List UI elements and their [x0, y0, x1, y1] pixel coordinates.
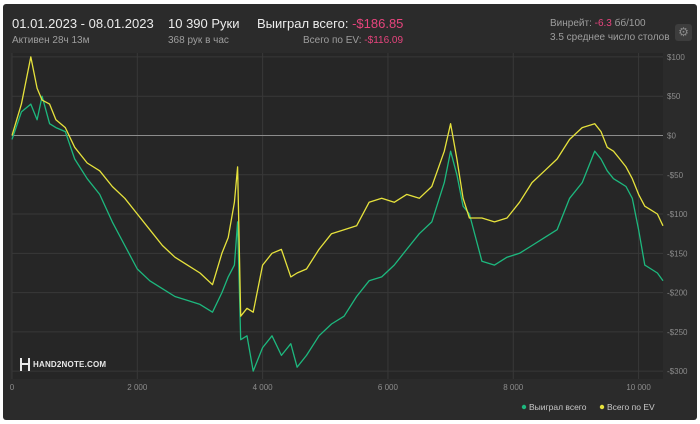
line-chart: $100 $50 $0 -$50 -$100 -$150 -$200 -$250 -$300 0 2…	[10, 53, 688, 412]
ev-value: -$116.09	[364, 35, 404, 46]
y-tick-label: -$200	[667, 289, 688, 298]
won-total: Выиграл всего: -$186.85	[257, 16, 403, 31]
winrate-unit: бб/100	[614, 18, 646, 29]
winrate: Винрейт: -6.3 бб/100	[550, 18, 646, 29]
plot-area	[12, 53, 663, 379]
winrate-label: Винрейт:	[550, 18, 592, 29]
y-tick-label: $100	[667, 53, 685, 62]
series-line-won	[11, 95, 664, 372]
x-tick-label: 8 000	[503, 383, 524, 392]
legend-label-won: Выиграл всего	[529, 402, 587, 412]
app-window: 01.01.2023 - 08.01.2023 Активен 28ч 13м …	[3, 4, 697, 420]
x-tick-label: 6 000	[378, 383, 399, 392]
gear-icon[interactable]: ⚙	[675, 24, 692, 41]
y-tick-label: $0	[667, 131, 676, 140]
hands-per-hour: 368 рук в час	[168, 35, 229, 46]
y-tick-label: -$300	[667, 367, 688, 376]
series-line-ev	[11, 56, 664, 317]
y-tick-label: $50	[667, 92, 681, 101]
won-label: Выиграл всего:	[257, 16, 349, 31]
y-tick-label: -$50	[667, 171, 684, 180]
legend-label-ev: Всего по EV	[607, 402, 655, 412]
y-tick-label: -$150	[667, 249, 688, 258]
y-tick-label: -$250	[667, 328, 688, 337]
x-tick-label: 2 000	[127, 383, 148, 392]
won-value: -$186.85	[352, 16, 404, 31]
x-tick-label: 0	[10, 383, 15, 392]
logo-text: HAND2NOTE.COM	[33, 360, 107, 369]
avg-tables: 3.5 среднее число столов	[550, 32, 670, 43]
winrate-value: -6.3	[594, 18, 612, 29]
legend-marker-ev	[599, 404, 605, 410]
legend-marker-won	[521, 404, 527, 410]
hands-count: 10 390 Руки	[168, 16, 240, 31]
logo: HAND2NOTE.COM	[20, 358, 106, 371]
active-time: Активен 28ч 13м	[12, 35, 90, 46]
x-tick-label: 10 000	[626, 383, 651, 392]
logo-icon	[20, 358, 30, 371]
y-tick-label: -$100	[667, 210, 688, 219]
date-range: 01.01.2023 - 08.01.2023	[12, 16, 154, 31]
ev-label: Всего по EV:	[303, 35, 362, 46]
ev-total: Всего по EV: -$116.09	[303, 35, 403, 46]
x-tick-label: 4 000	[253, 383, 274, 392]
